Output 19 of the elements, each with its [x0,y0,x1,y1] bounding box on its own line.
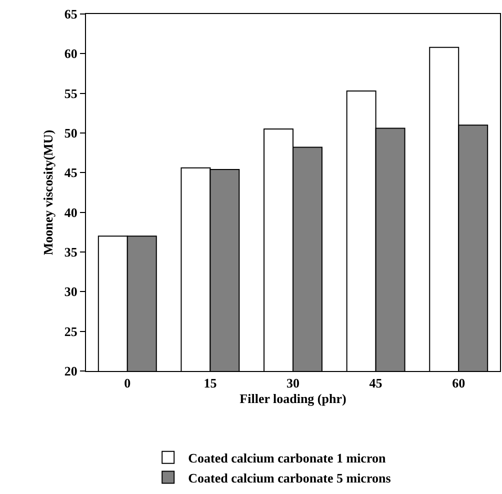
y-tick-label: 65 [64,6,78,22]
x-tick-label: 0 [124,376,131,391]
legend-label: Coated calcium carbonate 1 micron [188,450,386,466]
x-axis-title: Filler loading (phr) [240,391,346,406]
y-tick-label: 30 [64,284,78,300]
y-tick-label: 45 [64,165,78,180]
y-tick-label: 35 [64,244,78,260]
y-axis-title: Mooney viscosity(MU) [40,130,56,256]
y-tick-label: 20 [64,364,78,379]
x-tick-label: 15 [204,376,218,391]
legend-label: Coated calcium carbonate 5 microns [188,470,391,486]
x-tick-label: 60 [452,376,466,391]
y-tick-label: 25 [64,324,78,339]
x-tick-label: 30 [286,376,300,391]
y-tick-label: 55 [64,86,78,101]
x-tick-label: 45 [369,376,383,391]
y-tick-label: 50 [64,126,78,141]
y-tick-label: 60 [64,46,78,62]
y-tick-label: 40 [64,204,78,220]
